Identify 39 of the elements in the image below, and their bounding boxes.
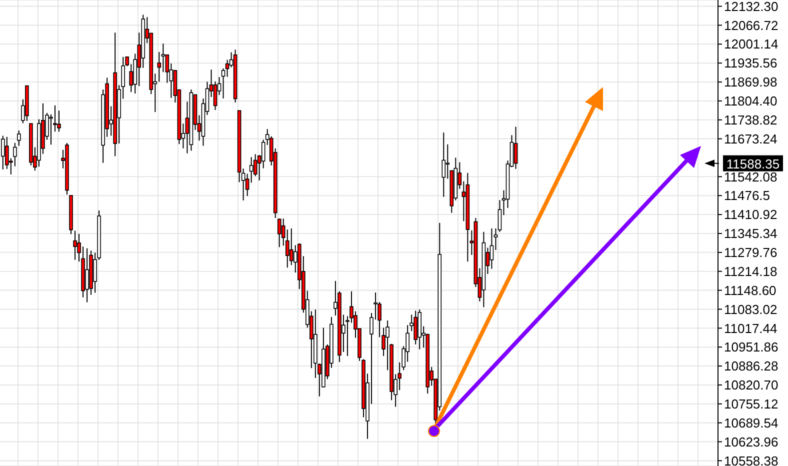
- y-tick-label: 11410.92: [724, 207, 778, 222]
- y-tick-label: 11279.76: [724, 245, 778, 260]
- y-tick-label: 10755.12: [724, 396, 778, 412]
- candlestick: [161, 43, 166, 73]
- y-tick-label: 11935.56: [724, 56, 778, 71]
- candlestick: [17, 130, 21, 146]
- candlestick: [514, 126, 518, 170]
- candlestick: [73, 230, 77, 260]
- candlestick: [446, 144, 450, 180]
- y-tick-label: 11214.18: [724, 264, 778, 279]
- candlestick: [490, 228, 494, 270]
- y-tick-label: 11542.08: [724, 169, 778, 184]
- candlestick: [277, 218, 282, 248]
- y-tick-label: 11804.40: [724, 94, 778, 109]
- y-tick-label: 11869.98: [724, 74, 778, 90]
- y-tick-label: 12066.72: [724, 18, 778, 33]
- text: 11588.35: [726, 156, 780, 172]
- candlestick: [13, 142, 17, 167]
- candlestick: [85, 248, 89, 303]
- y-tick-label: 11673.24: [724, 131, 778, 146]
- y-tick-label: 12001.14: [724, 36, 778, 52]
- y-tick-label: 10886.28: [724, 358, 778, 374]
- candlestick: [241, 168, 246, 201]
- candlestick: [442, 132, 446, 198]
- y-tick-label: 12132.30: [724, 0, 778, 14]
- y-tick-label: 11083.02: [724, 302, 778, 317]
- y-tick-label: 10951.86: [724, 340, 778, 355]
- y-tick-label: 10820.70: [724, 378, 778, 393]
- y-tick-label: 10623.96: [724, 434, 778, 450]
- y-tick-label: 11738.82: [724, 112, 778, 128]
- y-tick-label: 11476.5: [724, 188, 770, 204]
- candlestick: [249, 156, 254, 184]
- y-tick-label: 11345.34: [724, 226, 778, 242]
- y-tick-label: 11017.44: [724, 320, 778, 336]
- y-tick-label: 11148.60: [724, 282, 776, 298]
- candlestick: [213, 80, 218, 111]
- y-tick-label: 10689.54: [724, 415, 778, 430]
- y-tick-label: 10558.38: [724, 453, 778, 466]
- candlestick: [221, 68, 226, 99]
